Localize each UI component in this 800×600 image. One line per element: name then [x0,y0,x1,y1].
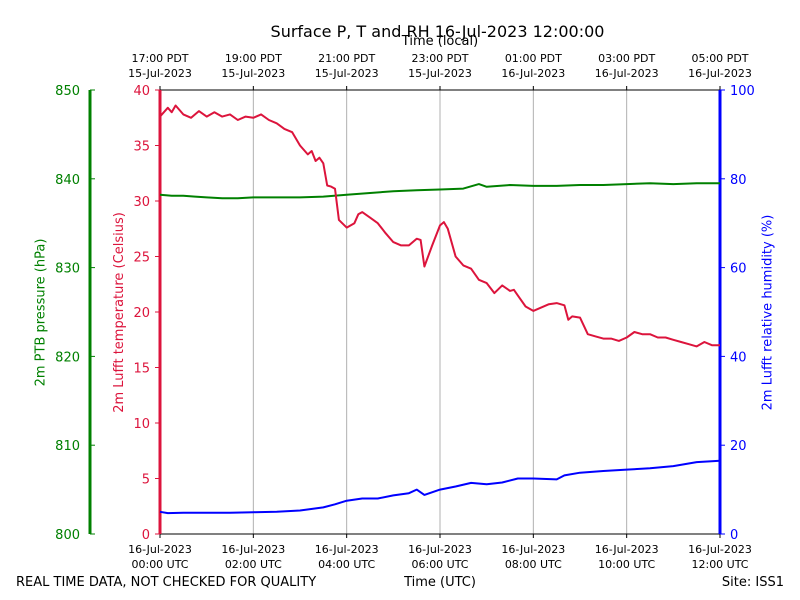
x-tick-label: 16-Jul-2023 [221,543,285,556]
x-tick-label: 04:00 UTC [318,558,375,571]
temperature-tick-label: 30 [133,195,150,210]
top-axis-label: Time (local) [401,34,479,49]
top-tick-label: 17:00 PDT [131,52,188,65]
x-tick-label: 00:00 UTC [131,558,188,571]
top-tick-label: 16-Jul-2023 [501,67,565,80]
x-tick-label: 16-Jul-2023 [315,543,379,556]
top-tick-label: 15-Jul-2023 [315,67,379,80]
top-tick-label: 01:00 PDT [505,52,562,65]
temperature-series-line [159,104,720,348]
temperature-tick-label: 20 [133,306,150,321]
chart-title: Surface P, T and RH 16-Jul-2023 12:00:00 [270,22,605,41]
top-tick-label: 21:00 PDT [318,52,375,65]
pressure-tick-label: 800 [55,528,80,543]
x-tick-label: 06:00 UTC [411,558,468,571]
top-tick-label: 16-Jul-2023 [688,67,752,80]
top-tick-label: 19:00 PDT [225,52,282,65]
humidity-tick-label: 60 [730,262,747,277]
humidity-tick-label: 100 [730,84,755,99]
temperature-tick-label: 35 [133,140,150,155]
temperature-tick-label: 10 [133,417,150,432]
humidity-tick-label: 40 [730,350,747,365]
temperature-tick-label: 25 [133,251,150,266]
humidity-series-line [159,459,721,515]
x-axis-label: Time (UTC) [404,575,476,590]
temperature-tick-label: 0 [142,528,150,543]
pressure-tick-label: 840 [55,173,80,188]
top-tick-label: 05:00 PDT [691,52,748,65]
temperature-tick-label: 5 [142,473,150,488]
x-tick-label: 02:00 UTC [225,558,282,571]
top-tick-label: 15-Jul-2023 [221,67,285,80]
quality-disclaimer: REAL TIME DATA, NOT CHECKED FOR QUALITY [16,575,317,590]
x-tick-label: 10:00 UTC [598,558,655,571]
humidity-tick-label: 0 [730,528,738,543]
x-tick-label: 16-Jul-2023 [128,543,192,556]
pressure-tick-label: 810 [55,439,80,454]
x-tick-label: 16-Jul-2023 [688,543,752,556]
pressure-series-line [159,182,720,200]
humidity-tick-label: 80 [730,173,747,188]
x-tick-label: 08:00 UTC [505,558,562,571]
top-tick-label: 15-Jul-2023 [128,67,192,80]
temperature-tick-label: 15 [133,362,150,377]
top-tick-label: 23:00 PDT [411,52,468,65]
pressure-tick-label: 820 [55,350,80,365]
top-tick-label: 16-Jul-2023 [595,67,659,80]
pressure-tick-label: 830 [55,262,80,277]
temperature-tick-label: 40 [133,84,150,99]
x-tick-label: 16-Jul-2023 [501,543,565,556]
pressure-tick-label: 850 [55,84,80,99]
x-tick-label: 16-Jul-2023 [408,543,472,556]
x-tick-label: 12:00 UTC [691,558,748,571]
top-tick-label: 03:00 PDT [598,52,655,65]
humidity-tick-label: 20 [730,439,747,454]
top-tick-label: 15-Jul-2023 [408,67,472,80]
x-tick-label: 16-Jul-2023 [595,543,659,556]
site-label: Site: ISS1 [721,575,784,590]
